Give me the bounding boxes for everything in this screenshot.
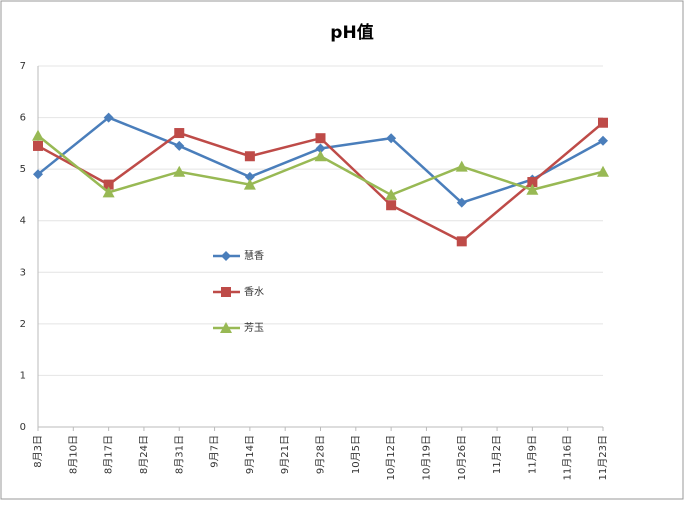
legend-marker	[220, 322, 232, 333]
point	[33, 140, 43, 151]
point	[244, 151, 255, 162]
point	[386, 133, 397, 144]
legend-marker	[221, 287, 231, 297]
point	[174, 128, 185, 139]
y-tick-label: 0	[20, 422, 26, 433]
y-tick-label: 7	[20, 61, 26, 72]
point	[174, 140, 185, 151]
legend-marker	[221, 251, 231, 261]
x-tick-label: 10月26日	[456, 435, 468, 480]
x-tick-label: 11月23日	[597, 435, 609, 480]
point	[455, 160, 468, 172]
y-tick-label: 5	[20, 164, 26, 175]
x-tick-label: 8月17日	[103, 435, 115, 474]
point	[386, 200, 397, 211]
point	[598, 117, 608, 128]
point	[597, 165, 609, 177]
legend-label: 芳玉	[244, 321, 264, 334]
point	[32, 129, 44, 141]
y-tick-label: 3	[20, 267, 26, 278]
point	[173, 165, 186, 177]
x-tick-label: 9月7日	[209, 435, 221, 468]
point	[456, 197, 467, 208]
y-tick-label: 2	[20, 319, 26, 330]
x-tick-label: 9月21日	[279, 435, 291, 474]
x-tick-label: 9月28日	[315, 435, 327, 474]
point	[526, 183, 539, 195]
y-tick-label: 4	[20, 216, 26, 227]
point	[598, 135, 608, 146]
point	[33, 169, 43, 180]
x-tick-label: 8月3日	[32, 435, 44, 468]
x-tick-label: 8月10日	[67, 435, 79, 474]
point	[244, 171, 255, 182]
x-tick-label: 10月19日	[420, 435, 432, 480]
point	[385, 188, 398, 200]
point	[527, 177, 538, 188]
point	[103, 112, 114, 123]
y-tick-label: 1	[20, 370, 26, 381]
point	[456, 236, 467, 247]
y-tick-label: 6	[20, 113, 26, 124]
point	[314, 150, 327, 162]
chart-title: pH值	[330, 22, 373, 43]
point	[315, 133, 326, 144]
legend-label: 香水	[244, 286, 264, 298]
x-tick-label: 11月9日	[526, 435, 538, 474]
x-tick-label: 8月24日	[138, 435, 150, 474]
x-tick-label: 8月31日	[173, 435, 185, 474]
x-tick-label: 11月2日	[491, 435, 503, 474]
point	[102, 186, 115, 198]
x-tick-label: 11月16日	[562, 435, 574, 480]
x-tick-label: 9月14日	[244, 435, 256, 474]
x-tick-label: 10月12日	[385, 435, 397, 480]
point	[243, 178, 256, 190]
point	[315, 143, 326, 154]
x-tick-label: 10月5日	[350, 435, 362, 474]
point	[103, 179, 114, 190]
legend-label: 慧香	[244, 249, 264, 262]
